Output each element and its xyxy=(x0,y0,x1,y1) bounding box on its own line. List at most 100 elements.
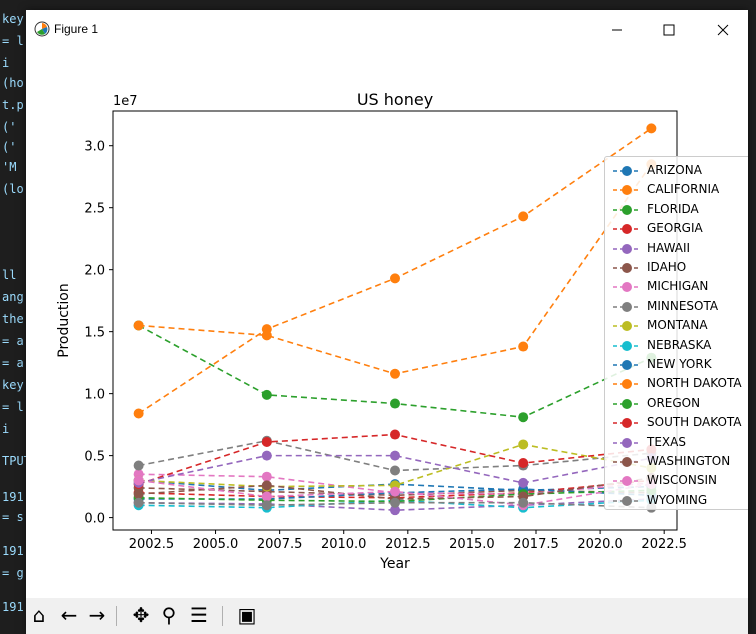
legend-item: FLORIDA xyxy=(605,200,748,219)
back-button[interactable]: ← xyxy=(56,600,82,630)
legend-swatch xyxy=(613,379,641,390)
data-point xyxy=(261,480,272,491)
legend-label: IDAHO xyxy=(647,260,687,274)
legend-swatch xyxy=(613,321,641,332)
line-chart: US honey 1e7 2002.5 2005.0 2007.5 2010.0 2012.… xyxy=(56,90,687,572)
data-point xyxy=(390,505,400,516)
configure-subplots-icon: ☰ xyxy=(190,603,208,627)
legend-item: MICHIGAN xyxy=(605,277,748,296)
data-point xyxy=(518,439,529,450)
data-point xyxy=(390,486,400,497)
x-tick-label: 2005.0 xyxy=(193,537,239,552)
legend-label: NORTH DAKOTA xyxy=(647,376,742,391)
chart-legend: ARIZONA CALIFORNIA FLORIDA GEORGIA HAWAII IDA… xyxy=(604,156,748,510)
legend-item: HAWAII xyxy=(605,239,748,258)
forward-button[interactable]: → xyxy=(84,600,110,630)
data-point xyxy=(518,477,529,488)
legend-swatch xyxy=(613,437,641,448)
y-axis-label: Production xyxy=(56,283,72,357)
legend-label: MONTANA xyxy=(647,318,708,333)
data-point xyxy=(390,429,400,440)
series-line xyxy=(138,479,652,492)
back-icon: ← xyxy=(60,603,78,627)
close-button[interactable] xyxy=(700,14,746,46)
legend-swatch xyxy=(613,282,641,293)
forward-icon: → xyxy=(88,603,106,627)
data-point xyxy=(133,475,144,486)
editor-code-fragment: i xyxy=(2,56,10,70)
legend-swatch-marker xyxy=(622,379,632,390)
x-tick-label: 2010.0 xyxy=(321,537,367,552)
minimize-icon xyxy=(612,29,622,31)
legend-label: SOUTH DAKOTA xyxy=(647,415,742,430)
x-tick-label: 2012.5 xyxy=(385,537,431,552)
legend-swatch-marker xyxy=(622,476,632,487)
data-point xyxy=(133,460,144,471)
legend-swatch xyxy=(613,457,641,467)
legend-swatch-marker xyxy=(622,495,632,506)
editor-code-fragment: = l xyxy=(2,34,24,48)
data-point xyxy=(646,123,657,134)
legend-swatch-marker xyxy=(622,185,632,196)
y-tick-label: 0.0 xyxy=(84,512,105,527)
editor-code-fragment: key xyxy=(2,12,24,26)
data-point xyxy=(390,450,400,461)
legend-swatch xyxy=(613,495,641,506)
legend-swatch xyxy=(613,476,641,487)
save-button[interactable]: ▣ xyxy=(234,600,260,630)
editor-code-fragment: 191 xyxy=(2,490,24,504)
legend-item: NEW YORK xyxy=(605,355,748,374)
editor-code-fragment: 191 xyxy=(2,600,24,614)
toolbar-separator xyxy=(116,606,117,626)
title-bar[interactable]: Figure 1 xyxy=(26,10,748,50)
legend-item: IDAHO xyxy=(605,258,748,277)
y-tick-label: 0.5 xyxy=(84,450,105,465)
zoom-button[interactable]: ⚲ xyxy=(156,600,182,630)
legend-label: WYOMING xyxy=(647,492,708,507)
editor-code-fragment: ll xyxy=(2,268,17,282)
pan-button[interactable]: ✥ xyxy=(128,600,154,630)
series-line xyxy=(138,443,652,488)
data-point xyxy=(261,500,272,511)
legend-label: TEXAS xyxy=(647,434,686,449)
data-point xyxy=(261,450,272,461)
maximize-icon xyxy=(663,24,675,36)
editor-code-fragment: = a xyxy=(2,356,24,370)
x-tick-label: 2007.5 xyxy=(257,537,303,552)
legend-swatch xyxy=(613,166,641,176)
data-point xyxy=(133,320,144,331)
data-point xyxy=(133,497,144,508)
data-point xyxy=(133,489,144,500)
editor-code-fragment: = a xyxy=(2,334,24,348)
series-line xyxy=(138,477,652,500)
legend-swatch xyxy=(613,243,641,254)
legend-label: FLORIDA xyxy=(647,201,699,216)
configure-subplots-button[interactable]: ☰ xyxy=(186,600,212,630)
legend-label: HAWAII xyxy=(647,240,691,255)
legend-label: WASHINGTON xyxy=(647,454,731,468)
series-line xyxy=(138,501,652,509)
data-point xyxy=(518,341,529,352)
editor-code-fragment: (' xyxy=(2,120,17,134)
maximize-button[interactable] xyxy=(646,14,692,46)
series-south-dakota xyxy=(133,429,657,490)
figure-canvas[interactable]: US honey 1e7 2002.5 2005.0 2007.5 2010.0 2012.… xyxy=(26,50,748,598)
series-line xyxy=(138,487,652,497)
data-point xyxy=(390,497,400,508)
minimize-button[interactable] xyxy=(594,14,640,46)
legend-swatch-marker xyxy=(622,204,632,215)
editor-background: key = l i (ho t.p (' (' 'M (lo ll ang the = a = a key… xyxy=(0,0,30,634)
legend-swatch-marker xyxy=(622,418,632,429)
editor-code-fragment: = s xyxy=(2,510,24,524)
legend-label: ARIZONA xyxy=(647,163,702,177)
legend-swatch-marker xyxy=(622,321,632,332)
data-point xyxy=(390,368,400,379)
legend-swatch-marker xyxy=(622,301,632,312)
y-tick-label: 1.5 xyxy=(84,326,105,341)
chart-title: US honey xyxy=(357,90,433,109)
legend-swatch xyxy=(613,204,641,215)
legend-item: TEXAS xyxy=(605,433,748,452)
home-button[interactable]: ⌂ xyxy=(26,600,52,630)
data-point xyxy=(518,211,529,222)
legend-swatch-marker xyxy=(622,457,632,467)
